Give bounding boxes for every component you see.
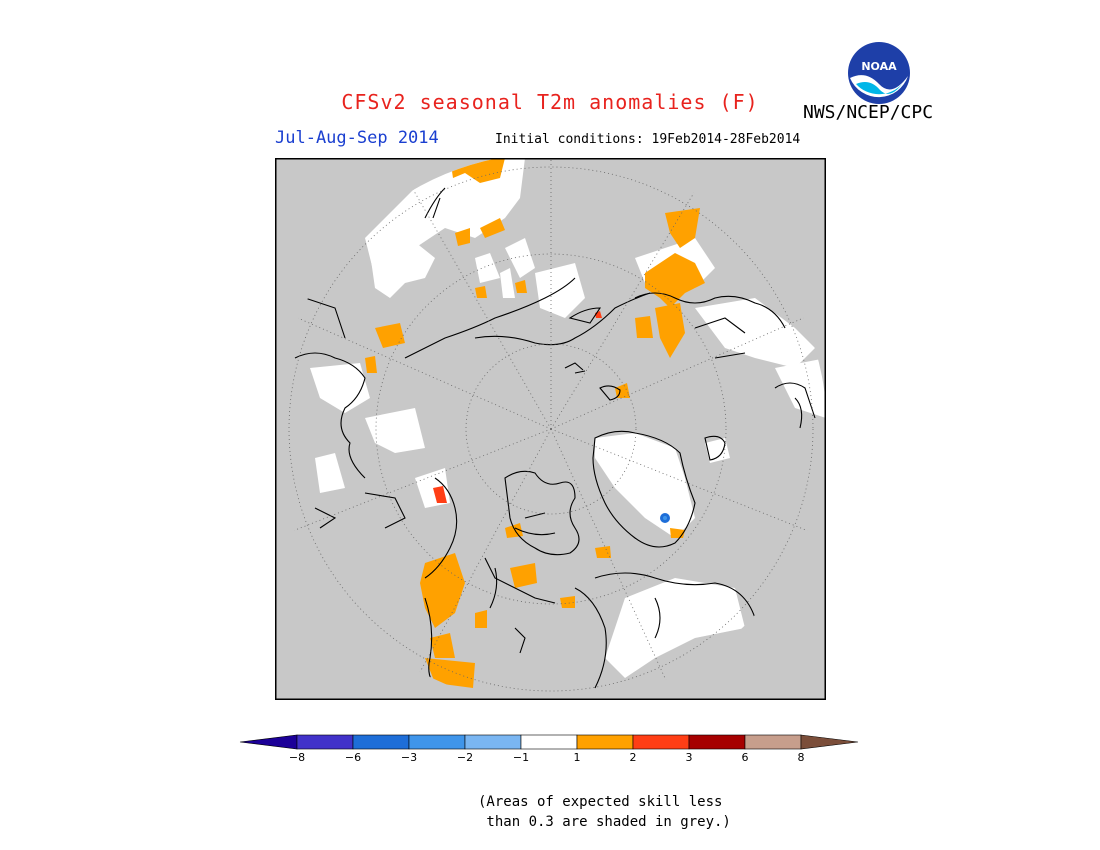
noaa-logo: NOAA: [848, 42, 910, 104]
legend-swatch: [632, 734, 690, 750]
legend-tick-label: 3: [686, 751, 693, 764]
legend-swatch: [576, 734, 634, 750]
initial-conditions-label: Initial conditions: 19Feb2014-28Feb2014: [495, 132, 801, 147]
legend-tick-label: −8: [289, 751, 305, 764]
legend-swatch: [688, 734, 746, 750]
legend-tick-label: −1: [513, 751, 529, 764]
legend-swatch-low-extreme: [239, 734, 298, 750]
color-legend: −8 −6 −3 −2 −1 1 2 3 6 8: [239, 734, 859, 764]
legend-swatch: [464, 734, 522, 750]
season-label: Jul-Aug-Sep 2014: [275, 128, 439, 148]
legend-tick-label: 8: [798, 751, 805, 764]
legend-swatch: [408, 734, 466, 750]
legend-swatch: [744, 734, 802, 750]
legend-tick-label: −3: [401, 751, 417, 764]
skill-note-line-2: than 0.3 are shaded in grey.): [478, 814, 731, 830]
legend-swatch: [520, 734, 578, 750]
map-frame: [275, 158, 826, 700]
polar-anomaly-map: [275, 158, 826, 700]
legend-swatch: [352, 734, 410, 750]
legend-tick-label: −6: [345, 751, 361, 764]
graticule: [275, 158, 826, 700]
hot-anomaly-regions: [433, 311, 602, 503]
legend-swatch-high-extreme: [800, 734, 859, 750]
legend-tick-label: 2: [630, 751, 637, 764]
skill-note-line-1: (Areas of expected skill less: [478, 794, 723, 810]
skill-note: (Areas of expected skill less than 0.3 a…: [478, 792, 731, 832]
chart-title: CFSv2 seasonal T2m anomalies (F): [341, 90, 759, 114]
svg-text:NOAA: NOAA: [861, 60, 897, 73]
legend-tick-label: 6: [742, 751, 749, 764]
warm-anomaly-regions: [365, 158, 705, 688]
legend-tick-label: −2: [457, 751, 473, 764]
legend-swatch: [296, 734, 354, 750]
legend-tick-label: 1: [574, 751, 581, 764]
agency-label: NWS/NCEP/CPC: [803, 102, 934, 123]
